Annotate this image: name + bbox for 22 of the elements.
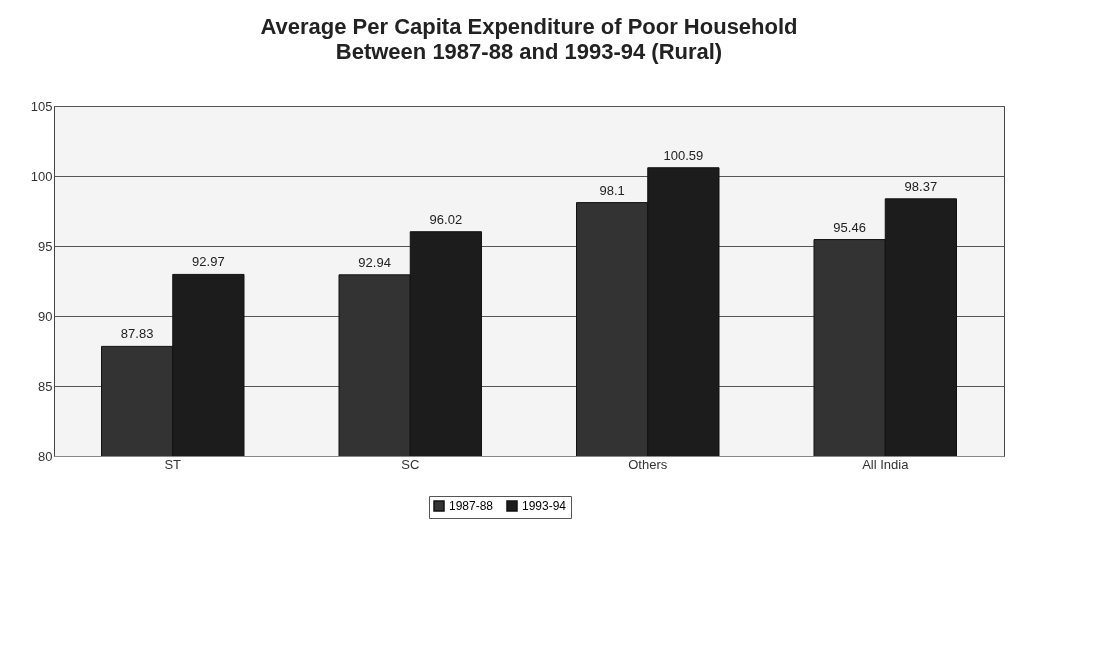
y-tick-label: 100 (30, 168, 53, 184)
x-tick-label: SC (401, 456, 420, 472)
legend-label: 1993-94 (522, 499, 567, 513)
y-tick-label: 95 (38, 238, 53, 254)
y-tick-label: 105 (30, 98, 53, 114)
data-label: 95.46 (833, 219, 866, 235)
legend-label: 1987-88 (449, 499, 494, 513)
data-label: 98.37 (904, 178, 938, 194)
chart-title: Average Per Capita Expenditure of Poor Household (260, 14, 798, 39)
data-label: 92.97 (192, 254, 225, 270)
data-label: 92.94 (358, 254, 391, 270)
data-label: 87.83 (120, 326, 154, 342)
data-label: 96.02 (429, 211, 463, 227)
x-tick-label: Others (628, 456, 668, 472)
data-label: 98.1 (599, 182, 625, 198)
x-tick-label: All India (862, 456, 910, 472)
chart-subtitle: Between 1987-88 and 1993-94 (Rural) (335, 39, 723, 64)
y-tick-label: 90 (38, 308, 53, 324)
data-label: 100.59 (663, 147, 704, 163)
y-tick-label: 80 (38, 448, 53, 464)
y-tick-label: 85 (38, 378, 53, 394)
x-tick-label: ST (164, 456, 182, 472)
